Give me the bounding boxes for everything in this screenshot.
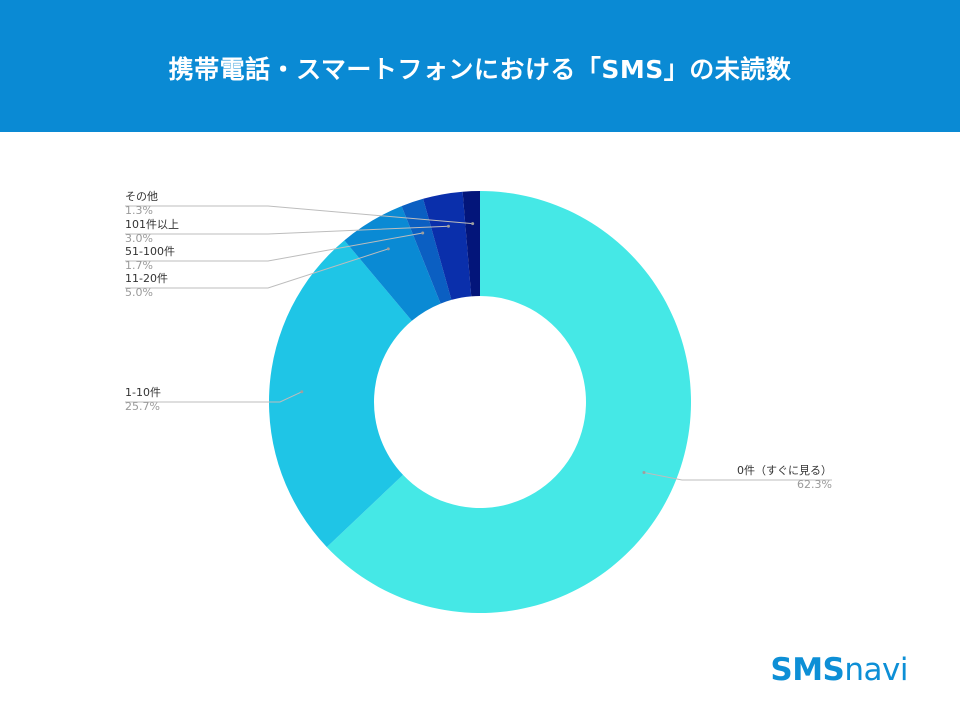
logo-text-navi: navi <box>844 652 908 688</box>
leader-dot-1 <box>300 390 304 394</box>
leader-line-2 <box>125 248 389 289</box>
slice-value-label-1: 25.7% <box>125 400 160 413</box>
slice-1 <box>269 240 412 548</box>
slice-label-0: 0件（すぐに見る） <box>737 464 832 477</box>
leader-dot-2 <box>386 247 390 251</box>
slice-label-3: 51-100件 <box>125 245 175 258</box>
slice-label-2: 11-20件 <box>125 272 168 285</box>
slice-3 <box>401 198 452 304</box>
logo-text-sms: SMS <box>770 652 845 688</box>
leader-line-0 <box>643 472 832 481</box>
slice-0 <box>326 191 692 613</box>
leader-dot-3 <box>421 231 425 235</box>
leader-line-4 <box>125 225 449 235</box>
slice-value-label-3: 1.7% <box>125 259 153 272</box>
title-banner: 携帯電話・スマートフォンにおける「SMS」の未読数 <box>0 0 960 132</box>
slices-layer <box>269 191 692 613</box>
slice-value-label-5: 1.3% <box>125 204 153 217</box>
leader-lines-layer <box>125 205 832 481</box>
slice-value-label-2: 5.0% <box>125 286 153 299</box>
slice-2 <box>344 206 441 321</box>
leader-line-3 <box>125 232 423 262</box>
slice-5 <box>462 191 480 297</box>
slice-label-4: 101件以上 <box>125 218 179 231</box>
slice-label-5: その他 <box>125 190 158 203</box>
smsnavi-logo: SMSnavi <box>770 652 908 688</box>
leader-line-5 <box>125 205 473 225</box>
leader-dot-5 <box>471 222 475 226</box>
leader-dot-4 <box>446 224 450 228</box>
slice-label-1: 1-10件 <box>125 386 161 399</box>
leader-dot-0 <box>642 471 646 475</box>
slice-value-label-0: 62.3% <box>797 478 832 491</box>
leader-line-1 <box>125 391 303 403</box>
slice-4 <box>423 191 472 300</box>
slice-value-label-4: 3.0% <box>125 232 153 245</box>
page-title: 携帯電話・スマートフォンにおける「SMS」の未読数 <box>168 55 792 84</box>
